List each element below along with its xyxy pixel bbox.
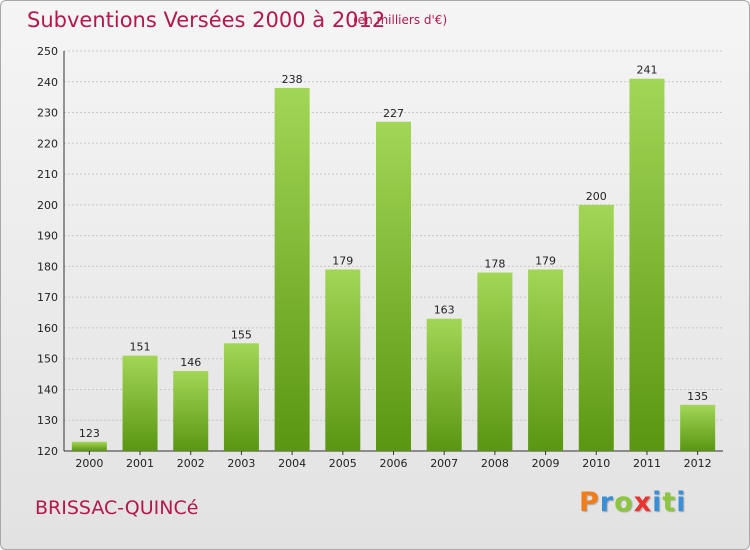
y-tick-label: 120 — [37, 445, 58, 458]
bar — [578, 204, 614, 451]
bars: 123 151 146 155 238 179 227 163 178 179 200 241 135 — [71, 64, 716, 452]
bar — [680, 404, 716, 451]
y-tick-label: 170 — [37, 291, 58, 304]
y-tick-label: 200 — [37, 199, 58, 212]
logo-letter: o — [614, 487, 634, 518]
y-tick-label: 140 — [37, 383, 58, 396]
bar-value-label: 179 — [332, 254, 353, 267]
bar — [376, 121, 411, 452]
y-tick-label: 190 — [37, 230, 58, 243]
city-name: BRISSAC-QUINCé — [35, 497, 199, 519]
bar-value-label: 178 — [484, 258, 505, 271]
x-tick-label: 2010 — [582, 457, 610, 470]
logo-letter: x — [633, 487, 653, 518]
bar — [528, 269, 564, 451]
bar-value-label: 123 — [79, 427, 100, 440]
y-tick-label: 180 — [37, 260, 58, 273]
bar — [325, 269, 361, 451]
logo-letter: i — [676, 487, 687, 518]
bar-value-label: 238 — [282, 73, 303, 86]
x-tick-label: 2003 — [227, 457, 255, 470]
bar-value-label: 155 — [231, 328, 252, 341]
logo-letter: i — [652, 487, 663, 518]
y-tick-label: 250 — [37, 45, 58, 58]
y-tick-label: 150 — [37, 353, 58, 366]
y-tick-label: 220 — [37, 137, 58, 150]
axes: 120 130 140 150 160 170 180 190 200 210 220 230 240 2… — [37, 45, 723, 470]
y-tick-label: 210 — [37, 168, 58, 181]
x-tick-label: 2007 — [430, 457, 458, 470]
bar-value-label: 135 — [687, 390, 708, 403]
bar — [629, 78, 665, 451]
chart-title: Subventions Versées 2000 à 2012 — [27, 8, 386, 32]
x-tick-label: 2001 — [126, 457, 154, 470]
y-tick-label: 230 — [37, 107, 58, 120]
y-tick-label: 130 — [37, 414, 58, 427]
bar-value-label: 227 — [383, 107, 404, 120]
bar-value-label: 163 — [434, 304, 455, 317]
bar — [477, 272, 513, 451]
x-tick-label: 2000 — [75, 457, 103, 470]
bar — [223, 343, 259, 451]
logo-letter: P — [579, 487, 600, 518]
proxiti-logo[interactable]: Proxiti — [579, 487, 687, 518]
x-tick-label: 2009 — [532, 457, 560, 470]
y-tick-label: 160 — [37, 322, 58, 335]
bar — [426, 318, 462, 451]
bar — [173, 371, 209, 451]
y-tick-label: 240 — [37, 76, 58, 89]
bar — [122, 355, 158, 451]
x-tick-label: 2012 — [684, 457, 712, 470]
chart-subtitle: (en milliers d'€) — [353, 13, 448, 27]
x-tick-label: 2005 — [329, 457, 357, 470]
logo-letter: t — [662, 487, 677, 518]
bar-value-label: 200 — [586, 190, 607, 203]
bar-value-label: 179 — [535, 254, 556, 267]
x-tick-label: 2006 — [380, 457, 408, 470]
logo-letter: r — [599, 487, 615, 518]
bar — [274, 87, 310, 451]
bar — [71, 441, 107, 451]
x-tick-label: 2011 — [633, 457, 661, 470]
x-tick-label: 2004 — [278, 457, 306, 470]
bar-value-label: 241 — [636, 64, 657, 77]
bar-value-label: 151 — [130, 341, 151, 354]
bar-value-label: 146 — [180, 356, 201, 369]
x-tick-label: 2002 — [177, 457, 205, 470]
x-tick-label: 2008 — [481, 457, 509, 470]
